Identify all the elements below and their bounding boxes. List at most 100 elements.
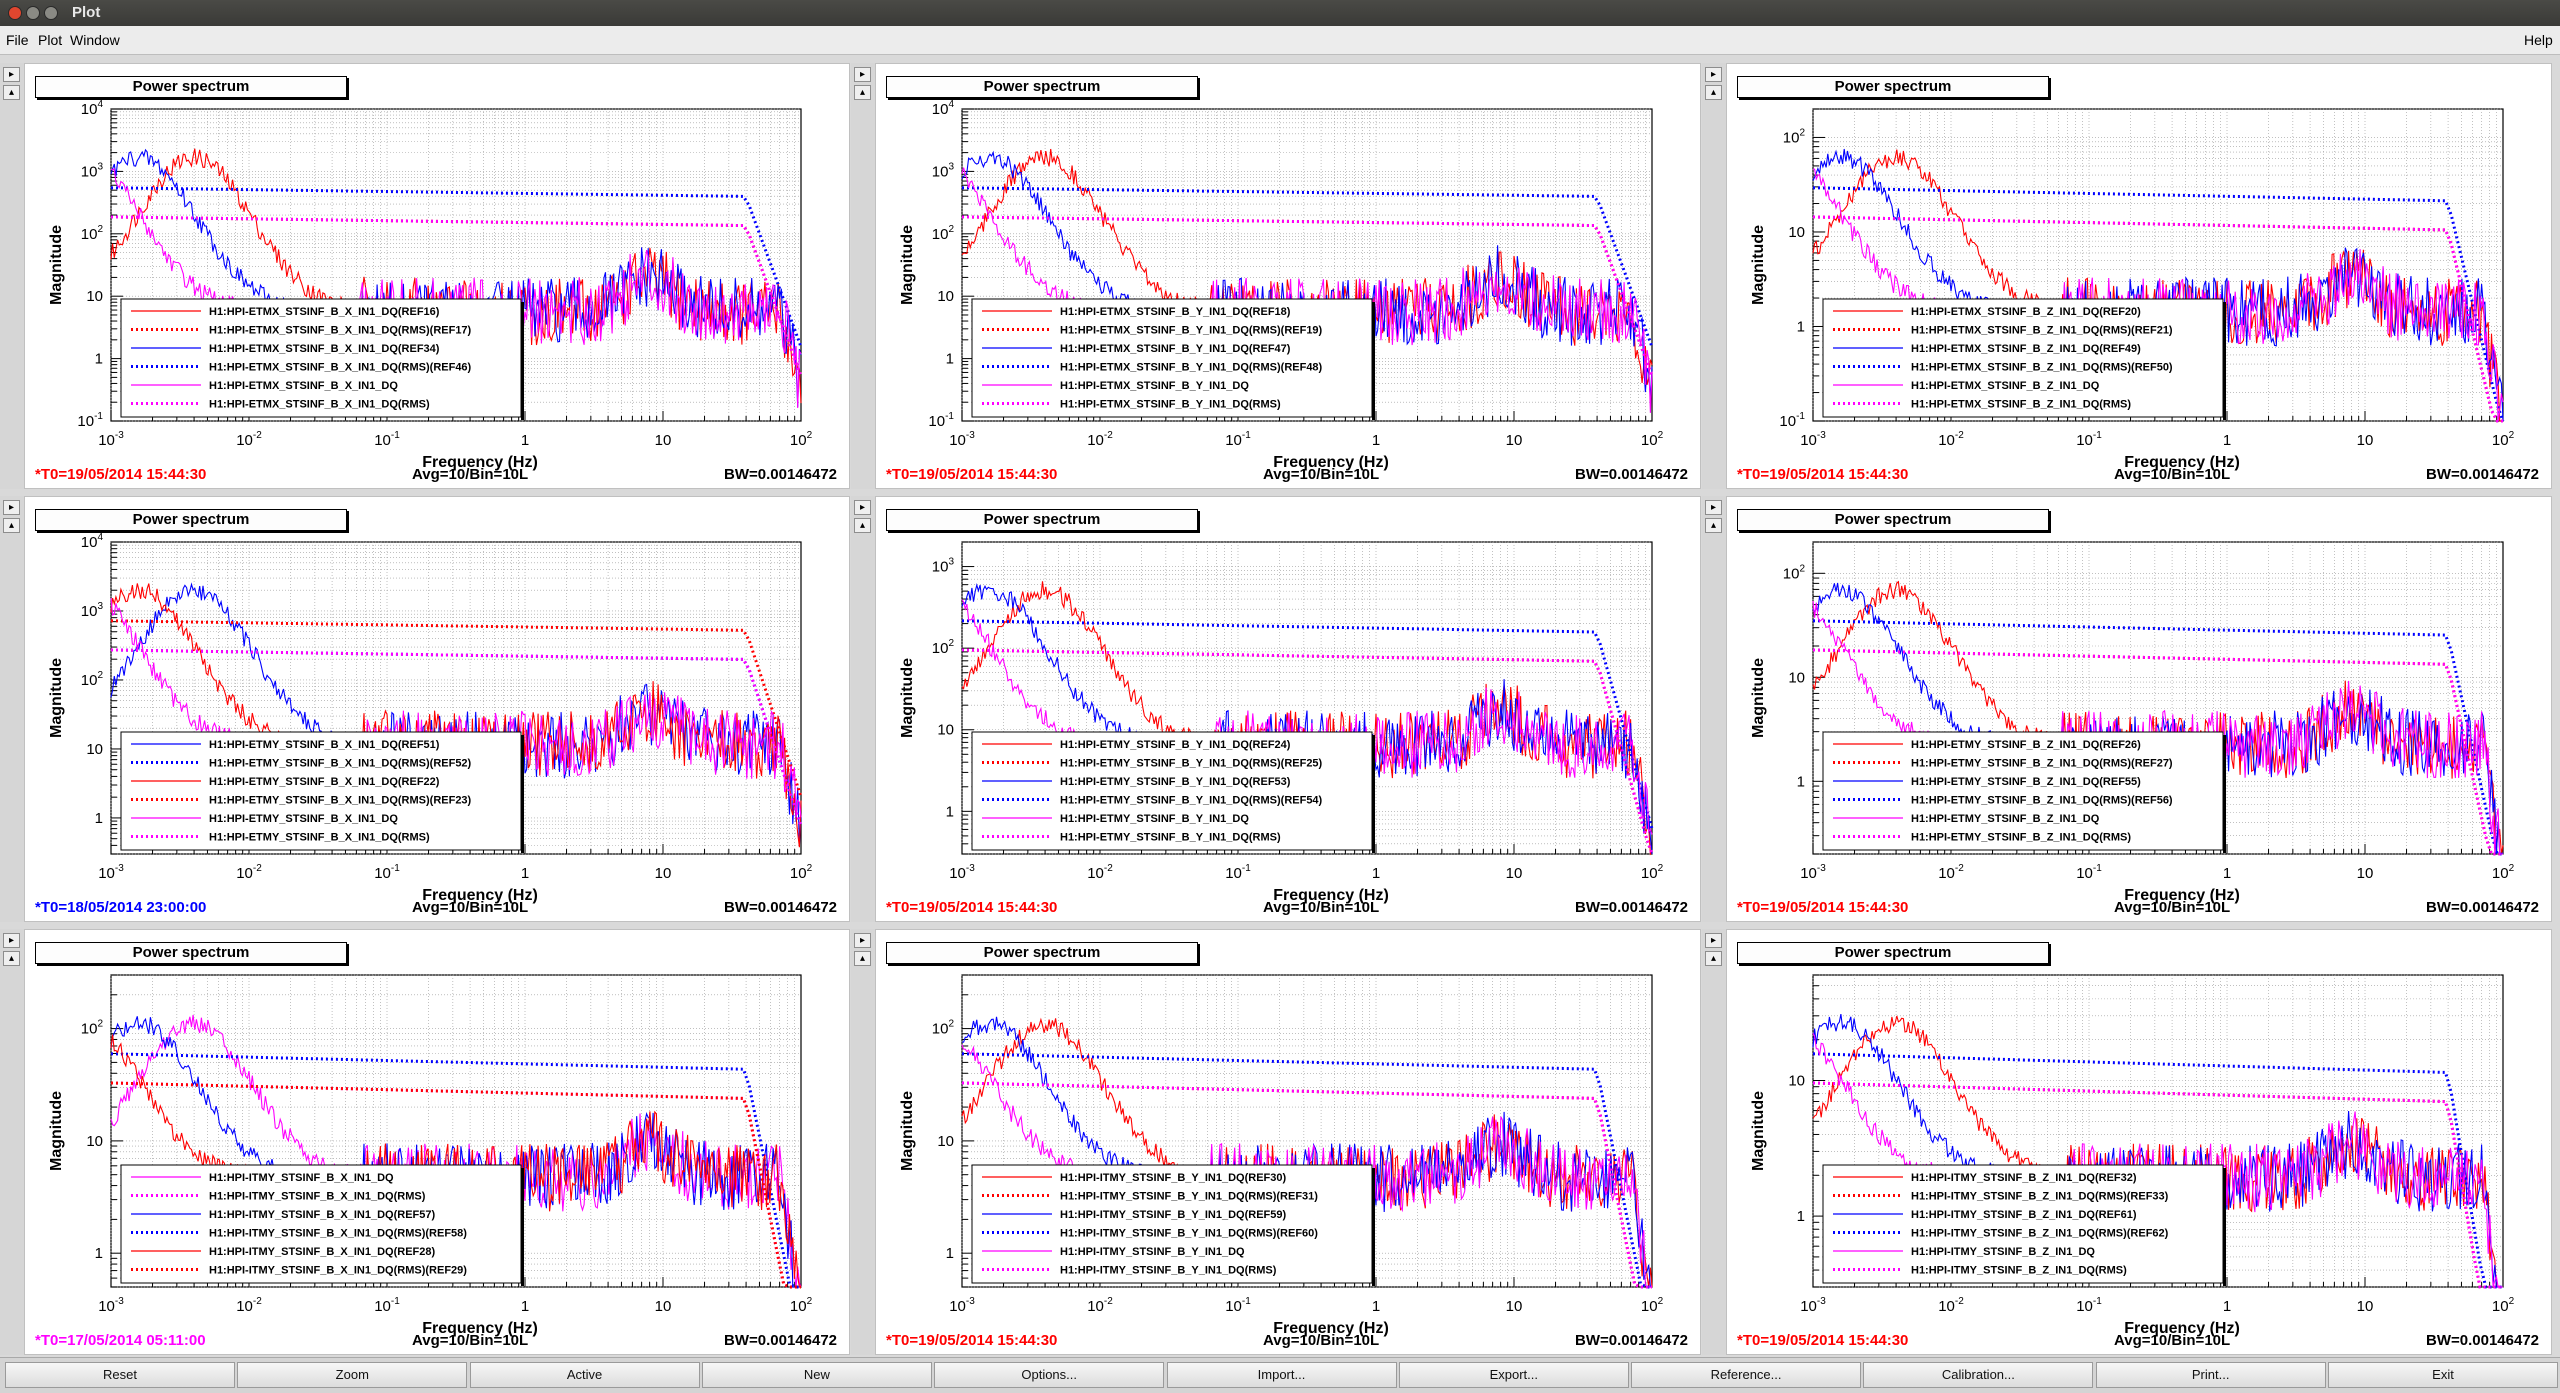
panel-collapse-button[interactable]: ▴: [854, 85, 871, 100]
spectrum-trace: [1812, 582, 2504, 855]
button-active[interactable]: Active: [469, 1362, 700, 1388]
panel-expand-button[interactable]: ▸: [3, 67, 20, 82]
panel-expand-button[interactable]: ▸: [1705, 67, 1722, 82]
maximize-window-button[interactable]: [44, 6, 58, 20]
legend-entry: H1:HPI-ETMX_STSINF_B_Y_IN1_DQ(REF18): [1060, 306, 1291, 318]
panel-collapse-button[interactable]: ▴: [1705, 85, 1722, 100]
panel-collapse-button[interactable]: ▴: [3, 518, 20, 533]
legend-entry: H1:HPI-ETMY_STSINF_B_Z_IN1_DQ(RMS)(REF56…: [1911, 795, 2173, 807]
x-tick-label: 10-1: [1225, 430, 1251, 449]
panel-collapse-button[interactable]: ▴: [854, 951, 871, 966]
y-tick-label: 102: [1783, 563, 1806, 582]
plot-canvas[interactable]: 10-1 1 10 102 10-3 10-2 10-1 1 10 102 Frequency (H…: [1727, 64, 2553, 490]
spectrum-panel[interactable]: 1 10 102 103 104 10-3 10-2 10-1 1 10 102 Frequency …: [24, 496, 850, 922]
button-reference[interactable]: Reference...: [1631, 1362, 1862, 1388]
panel-expand-button[interactable]: ▸: [854, 67, 871, 82]
plot-canvas[interactable]: 1 10 102 10-3 10-2 10-1 1 10 102 Frequency (Hz) Ma…: [25, 930, 851, 1356]
legend-entry: H1:HPI-ETMY_STSINF_B_Z_IN1_DQ(REF26): [1911, 739, 2141, 751]
menu-window[interactable]: Window: [70, 32, 120, 48]
x-tick-label: 10: [1506, 1298, 1523, 1315]
button-new[interactable]: New: [701, 1362, 932, 1388]
x-tick-label: 1: [2223, 432, 2231, 449]
y-tick-label: 102: [932, 1019, 955, 1038]
x-tick-label: 10-3: [1800, 863, 1826, 882]
start-time-label: *T0=17/05/2014 05:11:00: [35, 1332, 206, 1349]
averaging-label: Avg=10/Bin=10L: [2114, 466, 2231, 483]
plot-canvas[interactable]: 1 10 102 10-3 10-2 10-1 1 10 102 Frequency (Hz) Ma…: [876, 930, 1702, 1356]
plot-canvas[interactable]: 1 10 102 10-3 10-2 10-1 1 10 102 Frequency (Hz) Ma…: [1727, 497, 2553, 923]
bandwidth-label: BW=0.00146472: [2426, 1332, 2539, 1349]
plot-canvas[interactable]: 10-1 1 10 102 103 104 10-3 10-2 10-1 1 10 102 Freque…: [25, 64, 851, 490]
legend-entry: H1:HPI-ITMY_STSINF_B_Z_IN1_DQ(RMS)(REF62…: [1911, 1228, 2169, 1240]
button-reset[interactable]: Reset: [5, 1362, 235, 1388]
legend-entry: H1:HPI-ETMY_STSINF_B_Y_IN1_DQ(REF53): [1060, 776, 1291, 788]
button-import[interactable]: Import...: [1166, 1362, 1397, 1388]
x-tick-label: 102: [2492, 1296, 2515, 1315]
panel-title: Power spectrum: [35, 942, 347, 964]
button-print[interactable]: Print...: [2095, 1362, 2326, 1388]
legend-entry: H1:HPI-ETMY_STSINF_B_Z_IN1_DQ(REF55): [1911, 776, 2141, 788]
x-tick-label: 10-3: [98, 1296, 124, 1315]
panel-title: Power spectrum: [35, 509, 347, 531]
plot-canvas[interactable]: 1 10 10-3 10-2 10-1 1 10 102 Frequency (Hz) Magni…: [1727, 930, 2553, 1356]
menu-plot[interactable]: Plot: [38, 32, 63, 48]
legend-entry: H1:HPI-ITMY_STSINF_B_Z_IN1_DQ(RMS)(REF33…: [1911, 1191, 2169, 1203]
y-tick-label: 102: [932, 224, 955, 243]
minimize-window-button[interactable]: [26, 6, 40, 20]
menu-file[interactable]: File: [6, 32, 29, 48]
window-title: Plot: [72, 4, 101, 21]
spectrum-trace: [110, 186, 803, 348]
panel-expand-button[interactable]: ▸: [1705, 933, 1722, 948]
x-tick-label: 10: [2357, 865, 2374, 882]
x-tick-label: 10-3: [1800, 1296, 1826, 1315]
panel-title: Power spectrum: [1737, 509, 2049, 531]
y-tick-label: 10: [86, 1133, 103, 1150]
panel-expand-button[interactable]: ▸: [854, 500, 871, 515]
y-tick-label: 1: [1797, 1208, 1805, 1225]
legend-entry: H1:HPI-ETMX_STSINF_B_Z_IN1_DQ: [1911, 380, 2100, 392]
x-axis-label: Frequency (Hz): [2124, 1320, 2240, 1337]
legend-entry: H1:HPI-ITMY_STSINF_B_X_IN1_DQ(RMS): [209, 1191, 426, 1203]
spectrum-panel[interactable]: 1 10 102 10-3 10-2 10-1 1 10 102 Frequency (Hz) Ma…: [875, 929, 1701, 1355]
plot-canvas[interactable]: 1 10 102 103 10-3 10-2 10-1 1 10 102 Frequency (Hz…: [876, 497, 1702, 923]
menu-help[interactable]: Help: [2524, 32, 2553, 48]
spectrum-panel[interactable]: 10-1 1 10 102 103 104 10-3 10-2 10-1 1 10 102 Freque…: [24, 63, 850, 489]
x-tick-label: 10: [655, 865, 672, 882]
panel-collapse-button[interactable]: ▴: [1705, 951, 1722, 966]
button-exit[interactable]: Exit: [2328, 1362, 2558, 1388]
panel-expand-button[interactable]: ▸: [1705, 500, 1722, 515]
start-time-label: *T0=19/05/2014 15:44:30: [1737, 899, 1909, 916]
x-tick-label: 10-2: [1938, 863, 1964, 882]
panel-collapse-button[interactable]: ▴: [1705, 518, 1722, 533]
spectrum-panel[interactable]: 10-1 1 10 102 10-3 10-2 10-1 1 10 102 Frequency (H…: [1726, 63, 2552, 489]
spectrum-panel[interactable]: 1 10 102 10-3 10-2 10-1 1 10 102 Frequency (Hz) Ma…: [1726, 496, 2552, 922]
button-zoom[interactable]: Zoom: [237, 1362, 468, 1388]
panel-expand-button[interactable]: ▸: [854, 933, 871, 948]
button-options[interactable]: Options...: [934, 1362, 1165, 1388]
panel-collapse-button[interactable]: ▴: [3, 951, 20, 966]
panel-expand-button[interactable]: ▸: [3, 933, 20, 948]
bandwidth-label: BW=0.00146472: [724, 1332, 837, 1349]
spectrum-trace: [961, 1052, 1652, 1289]
panel-expand-button[interactable]: ▸: [3, 500, 20, 515]
plot-canvas[interactable]: 1 10 102 103 104 10-3 10-2 10-1 1 10 102 Frequency …: [25, 497, 851, 923]
plot-canvas[interactable]: 10-1 1 10 102 103 104 10-3 10-2 10-1 1 10 102 Freque…: [876, 64, 1702, 490]
legend-entry: H1:HPI-ETMY_STSINF_B_Y_IN1_DQ: [1060, 813, 1249, 825]
spectrum-panel[interactable]: 1 10 102 103 10-3 10-2 10-1 1 10 102 Frequency (Hz…: [875, 496, 1701, 922]
x-axis-label: Frequency (Hz): [422, 1320, 538, 1337]
x-tick-label: 10-1: [2076, 863, 2102, 882]
spectrum-panel[interactable]: 1 10 102 10-3 10-2 10-1 1 10 102 Frequency (Hz) Ma…: [24, 929, 850, 1355]
close-window-button[interactable]: [8, 6, 22, 20]
legend-entry: H1:HPI-ITMY_STSINF_B_X_IN1_DQ: [209, 1172, 394, 1184]
button-calibration[interactable]: Calibration...: [1863, 1362, 2094, 1388]
menu-bar: File Plot Window Help: [0, 26, 2560, 55]
panel-collapse-button[interactable]: ▴: [3, 85, 20, 100]
legend-entry: H1:HPI-ETMX_STSINF_B_X_IN1_DQ: [209, 380, 398, 392]
panel-collapse-button[interactable]: ▴: [854, 518, 871, 533]
legend-entry: H1:HPI-ETMX_STSINF_B_X_IN1_DQ(REF16): [209, 306, 440, 318]
spectrum-trace: [111, 648, 803, 827]
bandwidth-label: BW=0.00146472: [2426, 899, 2539, 916]
spectrum-panel[interactable]: 1 10 10-3 10-2 10-1 1 10 102 Frequency (Hz) Magni…: [1726, 929, 2552, 1355]
button-export[interactable]: Export...: [1398, 1362, 1629, 1388]
spectrum-panel[interactable]: 10-1 1 10 102 103 104 10-3 10-2 10-1 1 10 102 Freque…: [875, 63, 1701, 489]
